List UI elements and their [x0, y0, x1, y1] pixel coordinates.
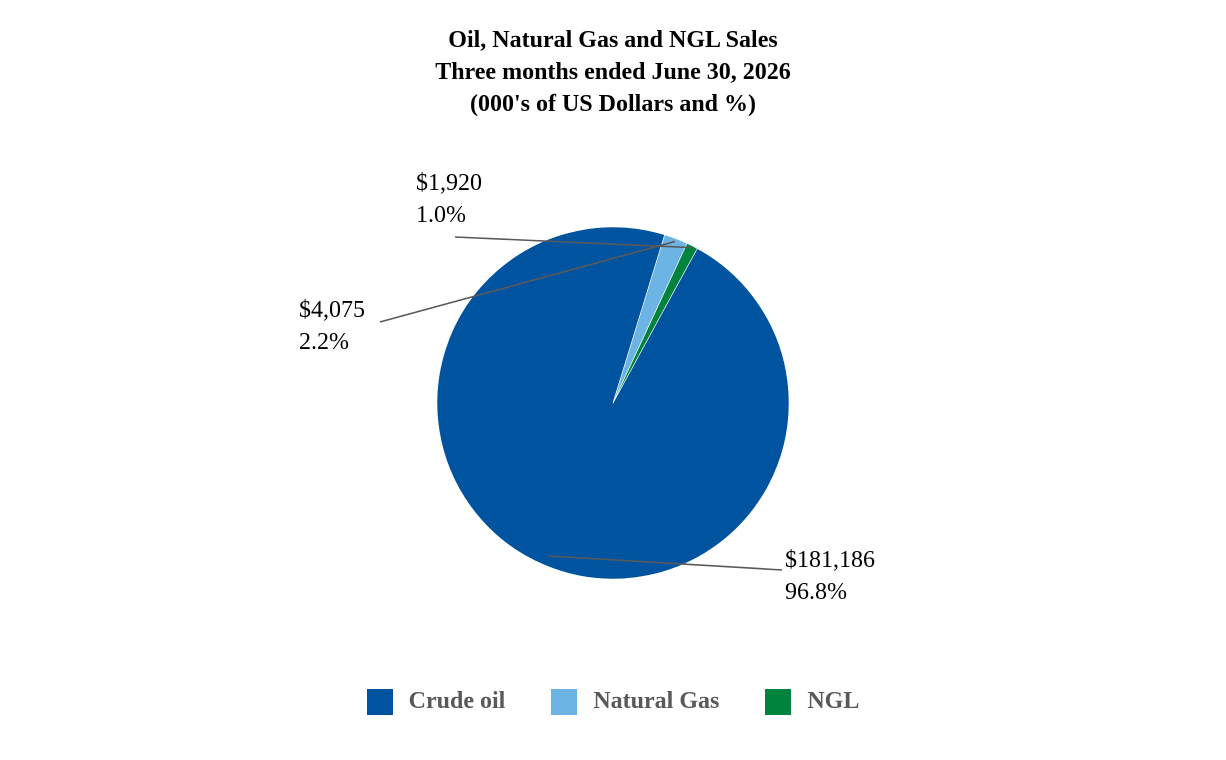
legend-swatch-crude-oil: [366, 688, 393, 715]
legend-label-ngl: NGL: [807, 688, 860, 714]
leader-lines: [379, 236, 783, 571]
legend-label-natural-gas: Natural Gas: [593, 688, 720, 714]
chart-title-line-1: Oil, Natural Gas and NGL Sales: [448, 27, 778, 53]
legend: Crude oil Natural Gas NGL: [0, 688, 1226, 715]
chart-title-line-2: Three months ended June 30, 2026: [435, 59, 791, 85]
pie-slice-ngl[interactable]: [612, 242, 698, 404]
percent-label-natural-gas: 2.2%: [299, 329, 349, 355]
legend-label-crude-oil: Crude oil: [408, 688, 506, 714]
percent-label-crude-oil: 96.8%: [785, 579, 847, 605]
value-label-crude-oil: $181,186: [785, 547, 875, 573]
legend-swatch-ngl: [765, 688, 792, 715]
value-label-ngl: $1,920: [416, 170, 482, 196]
legend-item-crude-oil[interactable]: Crude oil: [366, 688, 506, 715]
leader-line-natural-gas: [379, 240, 676, 323]
legend-item-natural-gas[interactable]: Natural Gas: [551, 688, 719, 715]
legend-swatch-natural-gas: [551, 688, 578, 715]
leader-line-crude-oil: [548, 555, 783, 571]
pie-slices: [436, 226, 790, 580]
chart-title: Oil, Natural Gas and NGL Sales Three mon…: [0, 24, 1226, 120]
percent-label-ngl: 1.0%: [416, 202, 466, 228]
legend-item-ngl[interactable]: NGL: [765, 688, 859, 715]
value-label-natural-gas: $4,075: [299, 297, 365, 323]
leader-line-ngl: [454, 236, 692, 249]
data-labels: $181,186 96.8% $4,075 2.2% $1,920 1.0%: [299, 170, 875, 605]
chart-title-line-3: (000's of US Dollars and %): [469, 91, 757, 117]
